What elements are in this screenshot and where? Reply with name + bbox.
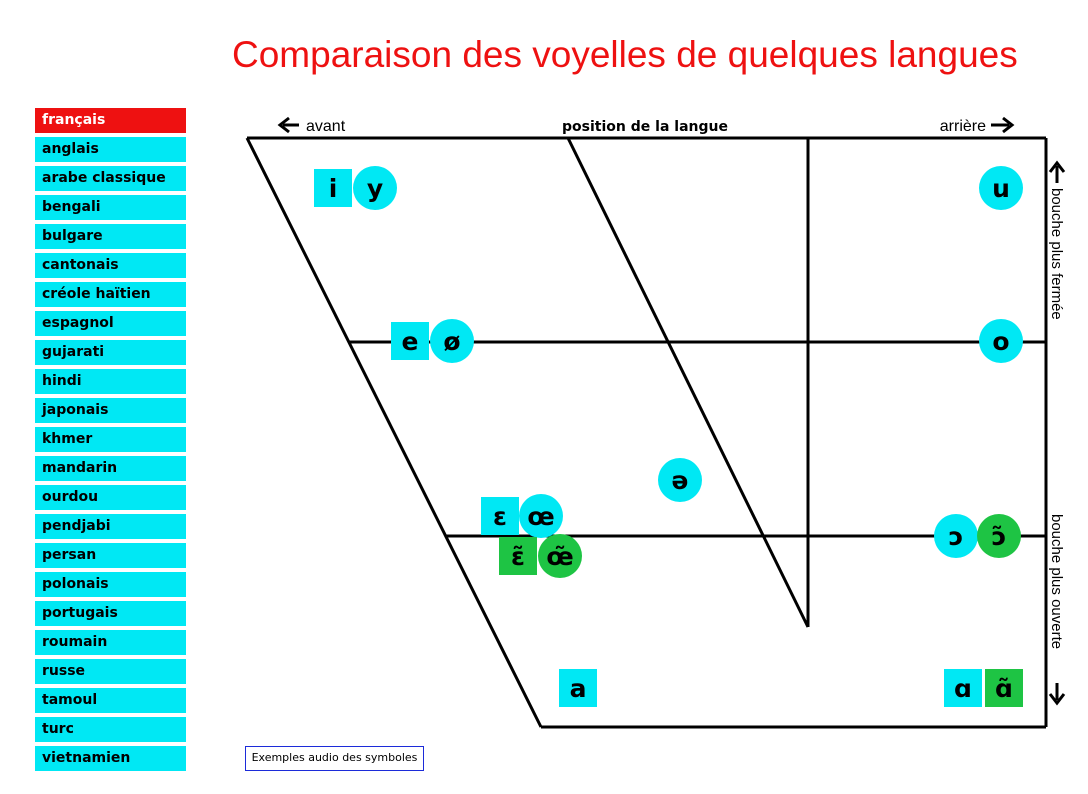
vowel-symbol[interactable]: u — [979, 166, 1023, 210]
vowel-symbol[interactable]: ɑ̃ — [985, 669, 1023, 707]
vowel-symbol[interactable]: a — [559, 669, 597, 707]
vowel-marker — [314, 169, 352, 207]
language-item[interactable]: tamoul — [35, 688, 186, 713]
language-item[interactable]: vietnamien — [35, 746, 186, 771]
vowel-label: ə — [672, 466, 689, 495]
vowel-symbol[interactable]: o — [979, 319, 1023, 363]
vowel-label: ɛ — [493, 502, 507, 531]
vowel-symbol[interactable]: œ̃ — [538, 534, 582, 578]
vowel-symbol[interactable]: ø — [430, 319, 474, 363]
language-item[interactable]: créole haïtien — [35, 282, 186, 307]
vowel-symbol[interactable]: ɔ — [934, 514, 978, 558]
vowel-marker — [934, 514, 978, 558]
language-list: français anglais arabe classique bengali bul… — [35, 108, 186, 775]
vowel-marker — [499, 537, 537, 575]
vowel-symbol[interactable]: y — [353, 166, 397, 210]
vowel-label: ø — [443, 327, 460, 356]
closed-label: bouche plus fermée — [1048, 188, 1065, 320]
vowel-marker — [519, 494, 563, 538]
vowel-symbol[interactable]: e — [391, 322, 429, 360]
audio-examples-link[interactable]: Exemples audio des symboles — [245, 746, 424, 771]
vowel-marker — [538, 534, 582, 578]
open-arrow-icon — [1048, 683, 1066, 706]
vowel-label: ɑ̃ — [995, 674, 1013, 703]
vowel-marker — [481, 497, 519, 535]
vowel-marker — [391, 322, 429, 360]
vowel-marker — [979, 166, 1023, 210]
vowel-symbols: i y u e ø o ə ɛ œɛ̃ œ̃ ɔ ɔ̃ a ɑ ɑ̃ — [314, 166, 1023, 707]
language-item[interactable]: anglais — [35, 137, 186, 162]
vowel-label: ɔ — [949, 522, 964, 551]
vowel-label: e — [402, 327, 419, 356]
vowel-marker — [353, 166, 397, 210]
vowel-label: ɛ̃ — [511, 542, 525, 571]
language-item[interactable]: ourdou — [35, 485, 186, 510]
vowel-marker — [658, 458, 702, 502]
vowel-symbol[interactable]: ɛ — [481, 497, 519, 535]
language-item[interactable]: russe — [35, 659, 186, 684]
language-item[interactable]: hindi — [35, 369, 186, 394]
closed-arrow-icon — [1048, 160, 1066, 183]
vowel-label: œ — [527, 502, 554, 531]
language-item[interactable]: portugais — [35, 601, 186, 626]
vowel-marker — [559, 669, 597, 707]
vowel-marker — [985, 669, 1023, 707]
back-label: arrière — [940, 118, 986, 135]
language-item[interactable]: khmer — [35, 427, 186, 452]
language-item[interactable]: gujarati — [35, 340, 186, 365]
vowel-symbol[interactable]: ɛ̃ — [499, 537, 537, 575]
language-item[interactable]: roumain — [35, 630, 186, 655]
vowel-marker — [430, 319, 474, 363]
vowel-label: u — [992, 174, 1010, 203]
vowel-label: ɑ — [954, 674, 972, 703]
front-label: avant — [306, 118, 346, 135]
back-arrow-icon — [991, 116, 1015, 134]
vowel-label: a — [570, 674, 587, 703]
top-axis-label: position de la langue — [562, 119, 728, 135]
front-arrow-icon — [277, 116, 299, 134]
vowel-label: i — [329, 174, 338, 203]
vowel-marker — [944, 669, 982, 707]
open-label: bouche plus ouverte — [1048, 514, 1065, 649]
vowel-label: y — [367, 174, 383, 203]
vowel-symbol[interactable]: ɔ̃ — [977, 514, 1021, 558]
language-item[interactable]: français — [35, 108, 186, 133]
vowel-label: ɔ̃ — [992, 522, 1007, 551]
vowel-marker — [979, 319, 1023, 363]
page-title: Comparaison des voyelles de quelques lan… — [232, 34, 1018, 75]
language-item[interactable]: polonais — [35, 572, 186, 597]
language-item[interactable]: bulgare — [35, 224, 186, 249]
language-item[interactable]: espagnol — [35, 311, 186, 336]
language-item[interactable]: cantonais — [35, 253, 186, 278]
language-item[interactable]: turc — [35, 717, 186, 742]
vowel-marker — [977, 514, 1021, 558]
vowel-label: o — [992, 327, 1009, 356]
vowel-trapezoid — [245, 136, 1048, 729]
language-item[interactable]: mandarin — [35, 456, 186, 481]
language-item[interactable]: bengali — [35, 195, 186, 220]
vowel-label: œ̃ — [546, 542, 573, 571]
language-item[interactable]: arabe classique — [35, 166, 186, 191]
vowel-symbol[interactable]: ɑ — [944, 669, 982, 707]
vowel-symbol[interactable]: i — [314, 169, 352, 207]
language-item[interactable]: persan — [35, 543, 186, 568]
vowel-symbol[interactable]: ə — [658, 458, 702, 502]
vowel-symbol[interactable]: œ — [519, 494, 563, 538]
language-item[interactable]: pendjabi — [35, 514, 186, 539]
language-item[interactable]: japonais — [35, 398, 186, 423]
